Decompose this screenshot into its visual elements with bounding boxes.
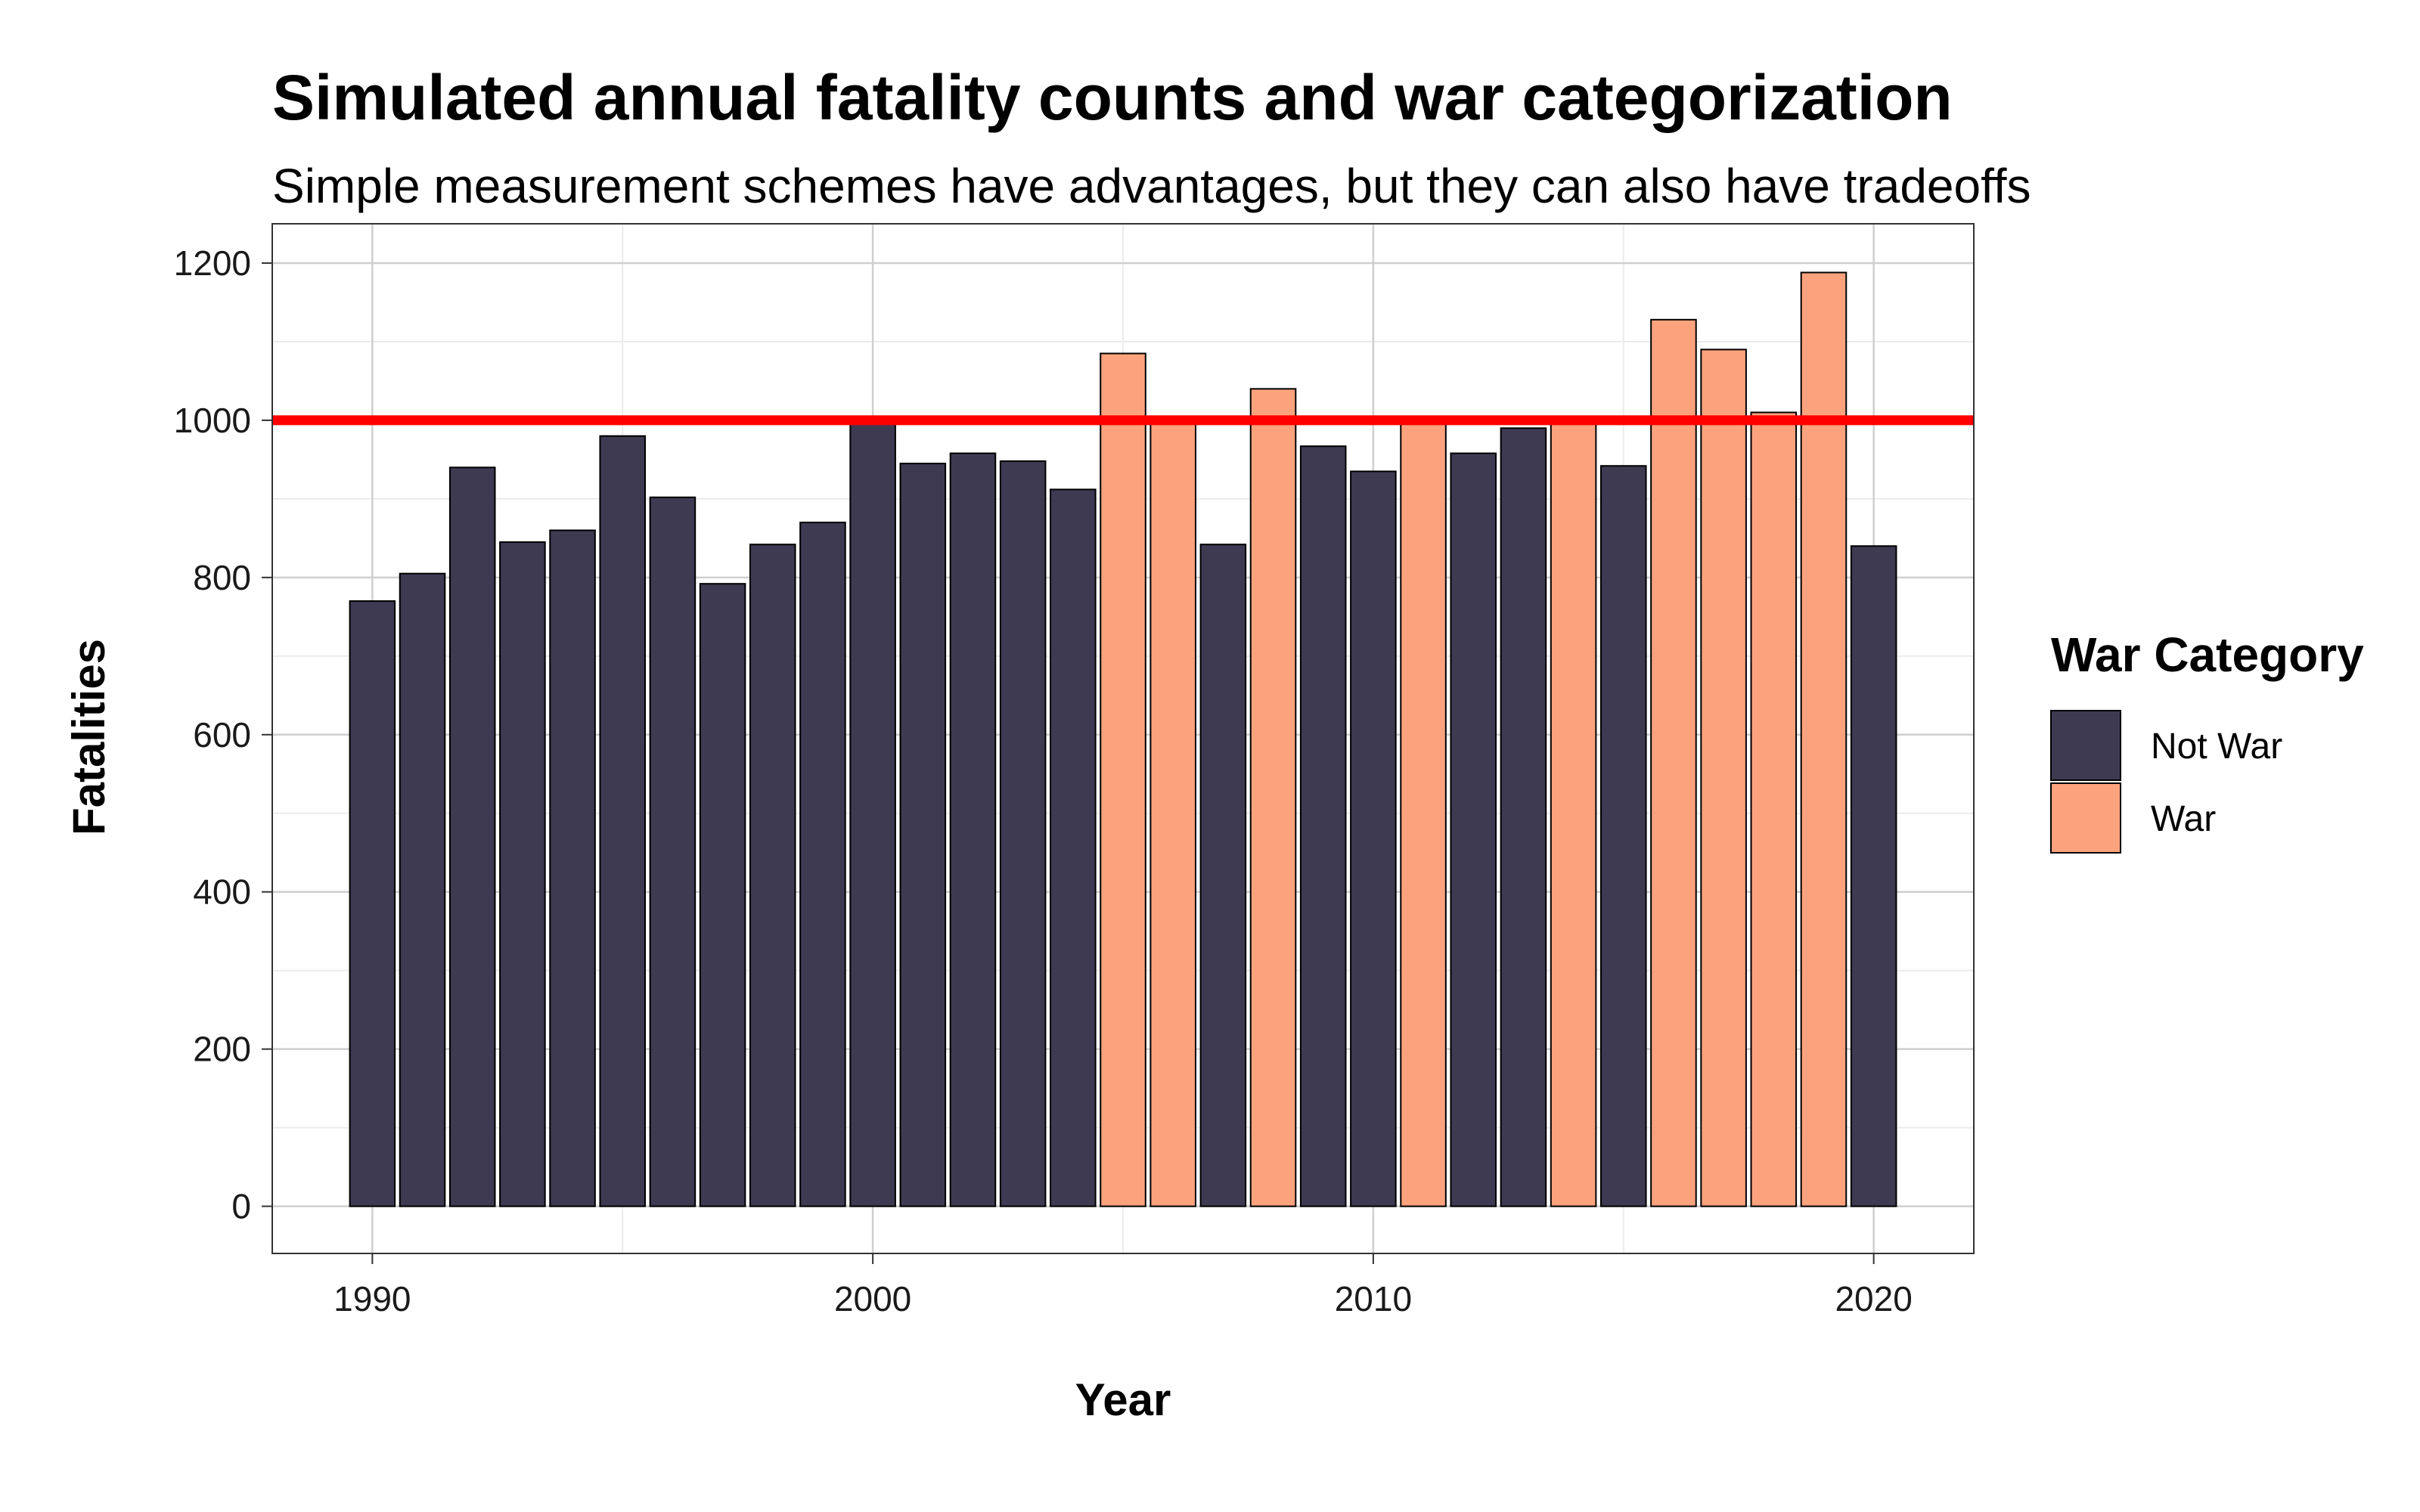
bar-2018-war bbox=[1750, 411, 1798, 1207]
bar-1999-not-war bbox=[799, 522, 846, 1207]
bar-2004-not-war bbox=[1050, 488, 1097, 1207]
legend-key-war bbox=[2050, 782, 2121, 854]
bar-2008-war bbox=[1249, 388, 1297, 1207]
bar-2007-not-war bbox=[1199, 544, 1247, 1207]
y-tick-label: 200 bbox=[193, 1030, 251, 1069]
bar-2016-war bbox=[1650, 318, 1697, 1207]
bar-1992-not-war bbox=[448, 466, 496, 1207]
bar-2010-not-war bbox=[1350, 470, 1397, 1207]
bar-2017-war bbox=[1700, 349, 1747, 1207]
y-tick-label: 400 bbox=[193, 872, 251, 912]
legend-label-not-war: Not War bbox=[2151, 727, 2282, 767]
bar-2002-not-war bbox=[949, 452, 997, 1207]
legend-label-war: War bbox=[2151, 799, 2216, 839]
x-tick-label: 2010 bbox=[1335, 1279, 1412, 1318]
bar-1990-not-war bbox=[349, 600, 396, 1207]
chart-title: Simulated annual fatality counts and war… bbox=[272, 62, 1953, 133]
bar-1998-not-war bbox=[749, 544, 796, 1207]
x-axis-ticks: 1990 2000 2010 2020 bbox=[334, 1253, 1913, 1318]
x-tick-label: 2020 bbox=[1835, 1279, 1912, 1318]
x-tick-label: 1990 bbox=[334, 1279, 411, 1318]
bar-2005-war bbox=[1100, 352, 1146, 1207]
plot-panel-border bbox=[271, 223, 1975, 1254]
bar-2001-not-war bbox=[899, 463, 947, 1207]
legend-title: War Category bbox=[2051, 627, 2364, 682]
y-tick-label: 0 bbox=[231, 1187, 251, 1226]
y-tick-label: 1200 bbox=[174, 243, 251, 283]
bar-2020-not-war bbox=[1850, 545, 1897, 1207]
bar-2014-war bbox=[1550, 415, 1597, 1207]
x-axis-title: Year bbox=[1075, 1374, 1171, 1425]
bar-2019-war bbox=[1800, 271, 1848, 1207]
bar-1997-not-war bbox=[699, 583, 746, 1207]
y-axis-ticks: 0 200 400 600 800 1000 1200 bbox=[174, 243, 272, 1226]
bar-2015-not-war bbox=[1599, 465, 1647, 1207]
bar-2012-not-war bbox=[1450, 452, 1497, 1207]
bar-2011-war bbox=[1400, 417, 1447, 1207]
y-tick-label: 800 bbox=[193, 558, 251, 597]
bar-1995-not-war bbox=[599, 435, 647, 1207]
bar-1991-not-war bbox=[399, 572, 446, 1207]
legend: War Category Not War War bbox=[2050, 627, 2364, 854]
bar-2013-not-war bbox=[1500, 427, 1547, 1207]
y-tick-label: 1000 bbox=[174, 401, 251, 440]
bar-1996-not-war bbox=[649, 496, 697, 1207]
legend-key-not-war bbox=[2050, 710, 2121, 781]
bar-2000-not-war bbox=[849, 419, 896, 1207]
bar-1994-not-war bbox=[549, 529, 596, 1207]
bar-2003-not-war bbox=[999, 460, 1047, 1207]
y-tick-label: 600 bbox=[193, 715, 251, 754]
chart-subtitle: Simple measurement schemes have advantag… bbox=[272, 159, 2031, 213]
bars-layer bbox=[349, 271, 1897, 1207]
y-axis-title: Fatalities bbox=[64, 639, 114, 835]
x-tick-label: 2000 bbox=[834, 1279, 911, 1318]
bar-2009-not-war bbox=[1299, 445, 1347, 1207]
bar-2006-war bbox=[1150, 417, 1196, 1207]
bar-1993-not-war bbox=[499, 541, 546, 1207]
